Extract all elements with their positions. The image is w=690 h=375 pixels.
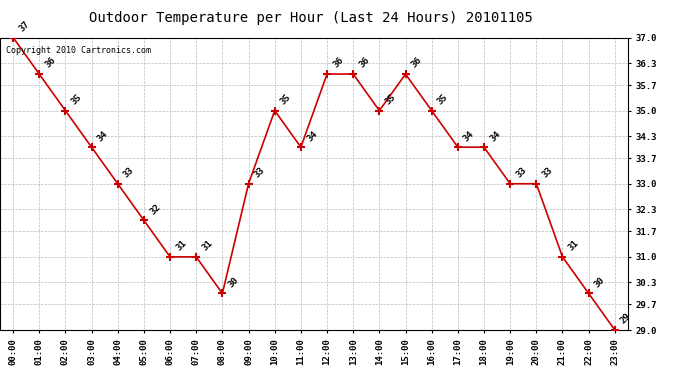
Text: 33: 33	[540, 166, 555, 180]
Text: 31: 31	[566, 239, 580, 253]
Text: 36: 36	[43, 56, 57, 70]
Text: 30: 30	[593, 275, 607, 289]
Text: 32: 32	[148, 202, 162, 216]
Text: 31: 31	[174, 239, 188, 253]
Text: 35: 35	[384, 93, 397, 106]
Text: 34: 34	[96, 129, 110, 143]
Text: Outdoor Temperature per Hour (Last 24 Hours) 20101105: Outdoor Temperature per Hour (Last 24 Ho…	[88, 11, 533, 25]
Text: 35: 35	[279, 93, 293, 106]
Text: 30: 30	[226, 275, 241, 289]
Text: 34: 34	[462, 129, 476, 143]
Text: 31: 31	[200, 239, 215, 253]
Text: 33: 33	[122, 166, 136, 180]
Text: 33: 33	[253, 166, 266, 180]
Text: Copyright 2010 Cartronics.com: Copyright 2010 Cartronics.com	[6, 46, 151, 55]
Text: 33: 33	[514, 166, 529, 180]
Text: 35: 35	[436, 93, 450, 106]
Text: 36: 36	[357, 56, 371, 70]
Text: 34: 34	[305, 129, 319, 143]
Text: 36: 36	[331, 56, 345, 70]
Text: 34: 34	[488, 129, 502, 143]
Text: 35: 35	[70, 93, 83, 106]
Text: 37: 37	[17, 20, 31, 33]
Text: 29: 29	[619, 312, 633, 326]
Text: 36: 36	[410, 56, 424, 70]
